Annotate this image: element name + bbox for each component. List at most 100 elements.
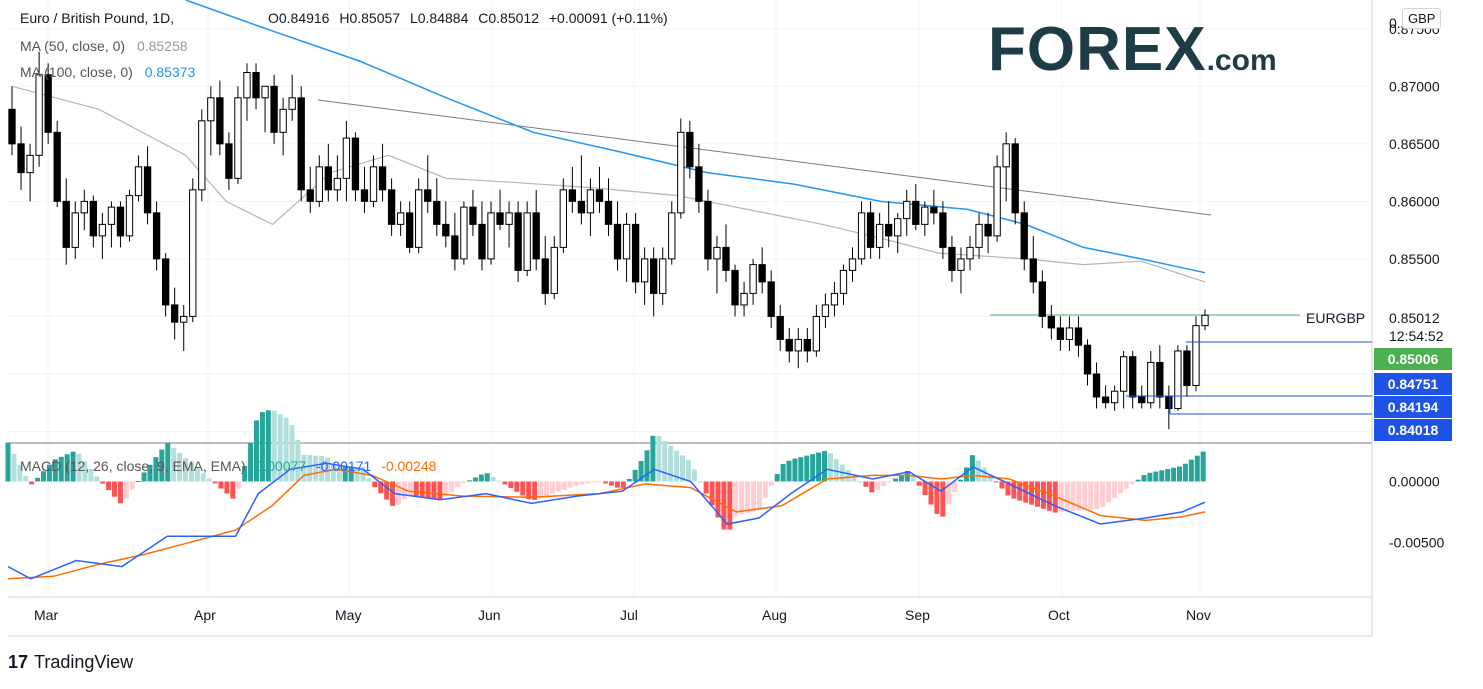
macd-histogram-bar [17, 464, 23, 482]
macd-histogram-bar [1088, 481, 1094, 510]
candle-body [1074, 327, 1083, 346]
macd-histogram-bar [82, 461, 88, 482]
candle-body [134, 166, 143, 197]
macd-histogram-bar [792, 458, 798, 482]
macd-histogram-bar [183, 458, 189, 482]
candle-body [812, 315, 821, 352]
candle-body [171, 304, 179, 323]
macd-histogram-bar [1058, 481, 1064, 513]
candle-body [921, 206, 929, 225]
macd-histogram-bar [478, 474, 484, 482]
macd-histogram-bar [271, 410, 277, 482]
macd-histogram-bar [336, 466, 342, 482]
price-tick-label: 0.87000 [1389, 78, 1440, 94]
candle-body [722, 246, 730, 271]
candle-body [415, 189, 423, 248]
macd-histogram-bar [579, 481, 585, 485]
candle-body [966, 246, 974, 260]
macd-histogram-bar [177, 453, 183, 482]
macd-histogram-bar [141, 472, 147, 482]
macd-histogram-bar [88, 469, 94, 482]
candle-body [288, 97, 296, 110]
candle-body [198, 120, 206, 191]
macd-histogram-bar [632, 469, 638, 482]
candle-body [677, 131, 685, 214]
macd-pane [5, 410, 1206, 580]
macd-histogram-bar [23, 475, 29, 482]
time-tick-label: Jun [478, 607, 501, 623]
macd-histogram-bar [614, 481, 620, 488]
candle-body [1147, 361, 1155, 404]
macd-histogram-bar [940, 481, 946, 517]
macd-histogram-bar [549, 481, 555, 494]
macd-histogram-bar [64, 454, 70, 482]
currency-unit-button[interactable]: GBP [1402, 8, 1442, 29]
candle-body [550, 246, 558, 294]
candle-body [180, 315, 188, 323]
candle-body [8, 108, 16, 145]
macd-histogram-bar [822, 451, 828, 482]
candle-body [1083, 344, 1092, 375]
candle-body [1038, 281, 1046, 317]
macd-histogram-bar [94, 476, 100, 482]
candle-body [98, 223, 107, 237]
macd-histogram-bar [922, 481, 928, 496]
candle-body [830, 292, 839, 306]
candle-body [342, 137, 351, 179]
macd-histogram-bar [502, 481, 508, 485]
candle-body [351, 137, 360, 191]
macd-histogram-bar [780, 464, 786, 482]
macd-histogram-bar [1094, 481, 1100, 510]
macd-histogram-bar [1153, 471, 1159, 482]
candle-body [1165, 396, 1173, 409]
macd-histogram-bar [526, 481, 532, 500]
macd-histogram-bar [1100, 481, 1106, 507]
candle-body [604, 200, 613, 225]
macd-histogram-bar [609, 481, 615, 486]
macd-histogram-bar [437, 481, 443, 500]
macd-histogram-bar [1123, 481, 1129, 489]
candle-body [1174, 350, 1182, 409]
macd-histogram-bar [112, 481, 118, 497]
candle-body [758, 264, 766, 283]
macd-histogram-bar [656, 436, 662, 482]
macd-histogram-bar [354, 466, 360, 482]
candle-body [1029, 258, 1037, 283]
macd-histogram-bar [756, 481, 762, 510]
macd-histogram-bar [188, 463, 194, 482]
macd-histogram-bar [1117, 481, 1123, 494]
candle-body [1119, 356, 1128, 392]
candle-body [885, 223, 893, 237]
candle-body [396, 212, 405, 225]
blue-price-label-3: 0.84018 [1374, 419, 1452, 441]
macd-histogram-bar [999, 481, 1005, 489]
candle-body [731, 269, 739, 306]
candle-body [315, 166, 323, 202]
macd-histogram-bar [58, 456, 64, 482]
ma100-value: 0.85373 [144, 64, 196, 80]
macd-histogram-bar [538, 481, 544, 498]
macd-histogram-bar [798, 457, 804, 482]
symbol-title: Euro / British Pound, 1D, [20, 10, 175, 26]
macd-histogram-bar [674, 450, 680, 482]
macd-histogram-bar [1171, 467, 1177, 482]
candle-body [532, 212, 540, 260]
macd-histogram-bar [810, 454, 816, 482]
macd-histogram-bar [638, 461, 644, 482]
candle-body [1101, 396, 1110, 404]
candle-body [577, 200, 586, 214]
macd-histogram-bar [206, 478, 212, 482]
macd-histogram-bar [372, 481, 378, 488]
candle-body [252, 71, 260, 99]
candle-body [1110, 390, 1119, 404]
ohlc-close: C0.85012 [478, 10, 539, 26]
macd-histogram-bar [827, 453, 833, 482]
macd-histogram-bar [975, 460, 981, 482]
time-tick-label: Sep [905, 607, 930, 623]
candle-body [993, 166, 1001, 237]
macd-histogram-bar [591, 481, 597, 483]
macd-histogram-bar [46, 464, 52, 482]
macd-histogram-bar [254, 420, 260, 482]
candle-body [894, 218, 902, 237]
macd-histogram-bar [236, 481, 242, 489]
